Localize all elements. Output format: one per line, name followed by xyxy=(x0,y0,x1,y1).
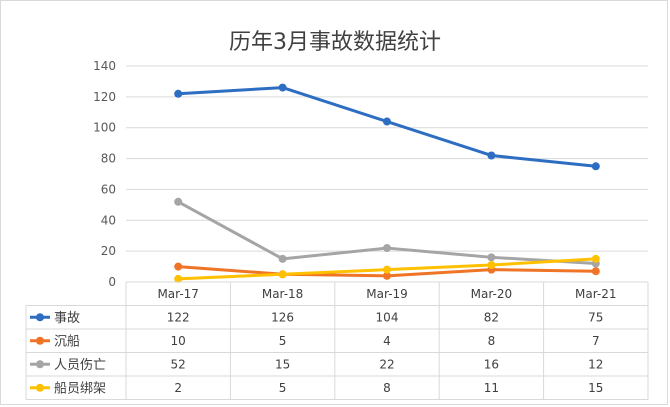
y-tick-label: 140 xyxy=(93,59,116,73)
data-point xyxy=(278,83,287,92)
category-label: Mar-21 xyxy=(575,287,616,301)
data-cell: 15 xyxy=(588,381,603,395)
data-point xyxy=(591,254,600,263)
data-cell: 122 xyxy=(167,310,190,324)
data-cell: 75 xyxy=(588,310,603,324)
series-line xyxy=(176,86,598,168)
y-tick-label: 20 xyxy=(101,244,116,258)
series-name: 事故 xyxy=(54,311,80,326)
data-cell: 104 xyxy=(376,310,399,324)
data-cell: 52 xyxy=(171,357,186,371)
data-cell: 4 xyxy=(383,334,391,348)
category-label: Mar-18 xyxy=(262,287,303,301)
y-tick-label: 0 xyxy=(108,275,116,289)
series-name: 沉船 xyxy=(54,334,80,349)
data-point xyxy=(174,274,183,283)
data-cell: 22 xyxy=(379,357,394,371)
data-point xyxy=(591,162,600,171)
data-cell: 126 xyxy=(271,310,294,324)
category-label: Mar-17 xyxy=(157,287,198,301)
data-point xyxy=(383,265,391,274)
data-point xyxy=(487,253,496,262)
legend-key-marker xyxy=(36,383,44,392)
data-cell: 8 xyxy=(383,381,391,395)
y-tick-label: 60 xyxy=(101,182,116,196)
y-tick-label: 100 xyxy=(93,121,116,135)
data-cell: 12 xyxy=(588,357,603,371)
data-point xyxy=(591,267,600,276)
legend-key-marker xyxy=(36,313,44,322)
data-cell: 7 xyxy=(592,334,600,348)
y-tick-label: 80 xyxy=(101,152,116,166)
data-cell: 16 xyxy=(484,357,499,371)
data-cell: 8 xyxy=(488,334,496,348)
y-axis-ticks: 0 20 40 60 80 100 120 140 xyxy=(93,59,116,289)
data-cell: 5 xyxy=(279,381,287,395)
legend-key-marker xyxy=(36,336,44,345)
data-cell: 5 xyxy=(279,334,287,348)
data-point xyxy=(383,117,391,126)
y-tick-label: 120 xyxy=(93,90,116,104)
y-tick-label: 40 xyxy=(101,213,116,227)
data-cell: 11 xyxy=(484,381,499,395)
data-cell: 2 xyxy=(174,381,182,395)
category-label: Mar-20 xyxy=(471,287,512,301)
data-point xyxy=(174,197,183,206)
data-point xyxy=(174,262,183,271)
data-cell: 10 xyxy=(171,334,186,348)
series-name: 人员伤亡 xyxy=(54,358,106,373)
category-label: Mar-19 xyxy=(366,287,407,301)
data-cell: 82 xyxy=(484,310,499,324)
data-point xyxy=(174,89,183,98)
series-lines xyxy=(174,83,600,283)
series-line xyxy=(176,200,598,265)
data-point xyxy=(383,244,391,253)
chart-title: 历年3月事故数据统计 xyxy=(229,30,441,55)
data-point xyxy=(487,151,496,160)
gridlines xyxy=(126,65,648,252)
data-point xyxy=(278,270,287,279)
data-point xyxy=(383,271,391,280)
data-point xyxy=(278,254,287,263)
data-point xyxy=(487,261,496,270)
data-cell: 15 xyxy=(275,357,290,371)
series-name: 船员绑架 xyxy=(54,381,106,396)
legend-key-marker xyxy=(36,360,44,369)
